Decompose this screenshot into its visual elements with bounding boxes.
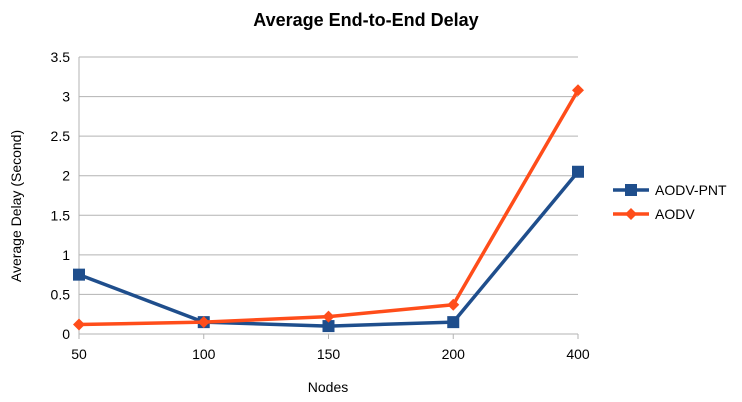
grid-layer	[79, 56, 578, 335]
series-line-aodv-pnt	[78, 170, 580, 328]
legend-label: AODV-PNT	[655, 182, 727, 198]
data-point-aodv	[73, 318, 85, 331]
legend-item-aodv: AODV	[613, 206, 695, 222]
y-axis-label: Average Delay (Second)	[8, 130, 24, 282]
series-aodv	[73, 84, 584, 331]
legend: AODV-PNT AODV	[613, 182, 727, 222]
x-tick-label: 400	[566, 346, 590, 362]
data-point-aodv-pnt	[322, 320, 335, 333]
x-tick-label: 200	[442, 346, 466, 362]
y-tick-label: 2	[62, 168, 70, 184]
series-layer	[73, 84, 584, 333]
y-tick-label: 3	[62, 89, 70, 105]
data-point-aodv-pnt	[572, 165, 584, 178]
data-point-aodv-pnt	[73, 268, 85, 281]
series-line-aodv	[78, 89, 580, 327]
y-tick-label: 1	[62, 247, 70, 263]
chart-title: Average End-to-End Delay	[253, 10, 478, 30]
x-tick-label: 100	[192, 346, 216, 362]
y-tick-label: 0	[62, 326, 70, 342]
y-tick-labels: 0 0.5 1 1.5 2 2.5 3 3.5	[51, 49, 71, 342]
legend-label: AODV	[655, 206, 695, 222]
data-point-aodv	[447, 298, 460, 311]
axes-layer	[78, 57, 579, 339]
x-tick-label: 150	[317, 346, 341, 362]
data-point-aodv	[197, 316, 210, 329]
legend-marker-square	[625, 184, 637, 196]
x-tick-labels: 50 100 150 200 400	[71, 346, 590, 362]
series-aodv-pnt	[73, 165, 584, 333]
y-tick-label: 0.5	[51, 286, 71, 302]
y-tick-label: 1.5	[51, 207, 71, 223]
x-tick-label: 50	[71, 346, 87, 362]
data-point-aodv	[322, 310, 335, 323]
data-point-aodv-pnt	[447, 316, 460, 329]
legend-marker-diamond	[625, 208, 637, 220]
x-axis-label: Nodes	[308, 379, 348, 395]
legend-item-aodv-pnt: AODV-PNT	[613, 182, 727, 198]
y-tick-label: 3.5	[51, 49, 71, 65]
y-tick-label: 2.5	[51, 128, 71, 144]
data-point-aodv	[572, 84, 584, 97]
